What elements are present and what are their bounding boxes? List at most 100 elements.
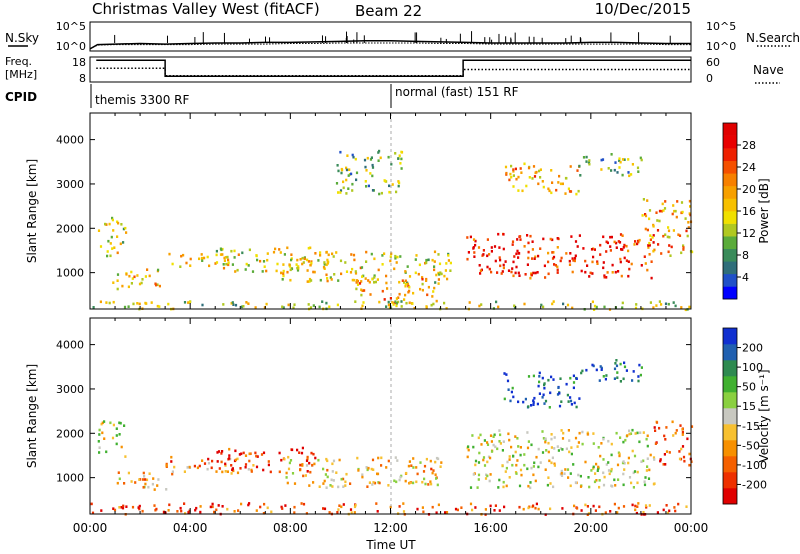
velocity-cell xyxy=(255,454,258,458)
power-colorbar-swatch xyxy=(723,160,737,174)
power-cell xyxy=(515,265,518,269)
power-cell xyxy=(673,209,676,213)
power-cell xyxy=(325,263,328,267)
power-cell xyxy=(340,272,343,276)
power-cell xyxy=(131,277,134,280)
power-cell xyxy=(537,254,540,258)
velocity-cell xyxy=(569,396,572,399)
velocity-cell xyxy=(622,377,625,381)
power-cell xyxy=(623,256,626,260)
velocity-cell xyxy=(512,395,515,399)
velocity-cell xyxy=(595,462,598,466)
velocity-cell xyxy=(109,421,112,425)
velocity-cell xyxy=(298,451,301,454)
velocity-cell xyxy=(570,452,573,456)
velocity-cell xyxy=(574,436,578,440)
velocity-cell xyxy=(141,478,144,481)
power-cell xyxy=(511,240,515,243)
velocity-cell xyxy=(127,471,130,475)
power-cell xyxy=(609,249,612,252)
velocity-cell xyxy=(638,440,641,444)
velocity-cell xyxy=(168,503,171,507)
velocity-cell xyxy=(681,430,684,434)
velocity-cell xyxy=(573,504,576,508)
power-cell xyxy=(200,253,203,256)
velocity-cell xyxy=(592,465,595,469)
velocity-cell xyxy=(323,507,327,511)
velocity-cell xyxy=(523,463,526,467)
power-cell xyxy=(611,271,614,274)
power-cell xyxy=(486,254,489,258)
power-cell xyxy=(364,277,367,280)
velocity-cell xyxy=(593,480,597,484)
power-cell xyxy=(666,235,669,239)
power-cell xyxy=(296,266,299,270)
velocity-cell xyxy=(244,463,248,466)
power-cell xyxy=(433,250,437,254)
velocity-cell xyxy=(371,483,374,486)
power-cell xyxy=(446,277,449,281)
velocity-cell xyxy=(393,479,396,483)
velocity-cell xyxy=(335,471,338,474)
power-cell xyxy=(335,182,339,185)
velocity-cell xyxy=(349,482,352,485)
power-cell xyxy=(437,271,440,275)
power-cell xyxy=(435,299,438,303)
velocity-cell xyxy=(430,482,433,486)
power-cell xyxy=(326,277,329,280)
velocity-cell xyxy=(260,453,264,456)
power-cell xyxy=(345,192,348,195)
velocity-cell xyxy=(533,396,536,400)
power-cell xyxy=(116,279,119,282)
velocity-cell xyxy=(560,472,563,475)
power-cell xyxy=(395,304,398,308)
velocity-cell xyxy=(646,434,649,438)
velocity-cell xyxy=(100,422,103,426)
power-cell xyxy=(656,229,660,232)
velocity-cell xyxy=(105,450,108,454)
velocity-cell xyxy=(547,476,550,479)
power-cell xyxy=(554,264,557,267)
velocity-cell xyxy=(230,472,233,475)
velocity-cell xyxy=(184,512,187,515)
velocity-cell xyxy=(422,470,426,473)
velocity-cell xyxy=(332,459,336,463)
velocity-cell xyxy=(331,470,334,473)
power-cell xyxy=(593,308,596,311)
velocity-cell xyxy=(514,450,517,454)
power-cell xyxy=(319,278,322,282)
power-cell xyxy=(588,159,591,162)
power-cell xyxy=(467,251,470,254)
power-cell xyxy=(265,269,268,273)
velocity-cell xyxy=(138,478,141,481)
velocity-cell xyxy=(595,479,598,482)
power-cell xyxy=(549,237,552,241)
velocity-cell xyxy=(398,505,401,508)
velocity-cell xyxy=(560,400,563,403)
power-cell xyxy=(399,162,402,165)
power-cell xyxy=(648,217,651,221)
velocity-cell xyxy=(483,464,487,467)
velocity-cell xyxy=(248,452,251,456)
power-ytick-label: 4000 xyxy=(56,134,84,147)
power-cell xyxy=(579,174,582,177)
velocity-cell xyxy=(613,478,616,482)
power-cell xyxy=(310,260,313,263)
velocity-cell xyxy=(509,399,512,403)
velocity-cell xyxy=(653,458,656,461)
power-cell xyxy=(351,189,354,192)
power-cell xyxy=(201,259,204,262)
power-cell xyxy=(647,246,650,249)
velocity-cell xyxy=(610,453,613,457)
velocity-cell xyxy=(147,485,150,489)
power-cell xyxy=(573,259,576,263)
power-cell xyxy=(97,229,101,232)
power-cell xyxy=(109,254,112,258)
power-cell xyxy=(200,256,204,260)
power-cell xyxy=(259,259,262,263)
power-cell xyxy=(313,270,316,274)
velocity-cell xyxy=(262,451,266,455)
velocity-cell xyxy=(368,481,371,484)
velocity-cell xyxy=(220,460,223,464)
